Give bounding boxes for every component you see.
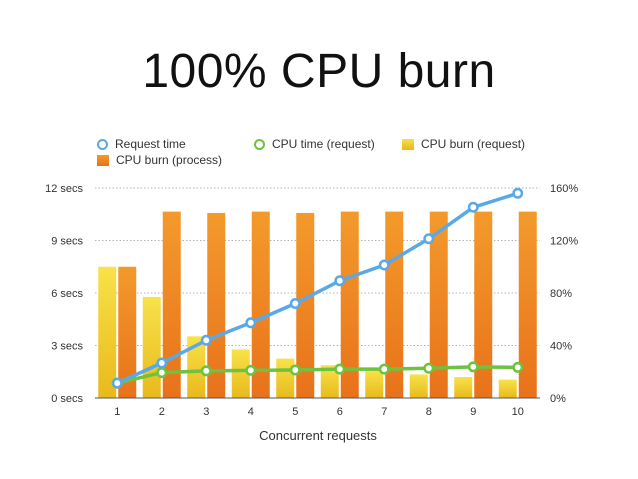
point-request-time [512,187,524,199]
point-cpu-time [156,367,168,379]
x-tick-label: 7 [381,406,387,418]
point-request-time [378,259,390,271]
bar-cpu-burn-request [187,336,206,398]
line-group [111,187,524,389]
y-right-tick-label: 40% [550,341,572,353]
point-request-time [467,201,479,213]
bar-cpu-burn-request [276,358,295,398]
bar-cpu-burn-process [474,211,493,398]
x-axis-label: Concurrent requests [259,428,377,443]
legend-swatch-cpu-burn-process [97,154,109,166]
point-cpu-time [512,361,524,373]
bar-cpu-burn-request [365,370,384,398]
bar-cpu-burn-request [320,365,339,398]
bar-cpu-burn-process [251,211,270,398]
x-tick-label: 2 [159,406,165,418]
x-tick-label: 4 [248,406,254,418]
y-left-tick-label: 0 secs [51,393,83,405]
legend-item-cpu-time: CPU time (request) [254,137,375,151]
bar-cpu-burn-request [454,377,473,398]
legend-swatch-request-time [97,138,108,150]
point-request-time [334,275,346,287]
bar-cpu-burn-process [429,211,448,398]
bar-cpu-burn-process [340,211,359,398]
x-tick-label: 5 [292,406,298,418]
legend-item-cpu-burn-process: CPU burn (process) [97,153,222,167]
point-request-time [111,377,123,389]
y-right-tick-label: 0% [550,393,566,405]
point-request-time [245,317,257,329]
line-request-time [115,191,520,385]
point-request-time [423,233,435,245]
y-left-tick-label: 3 secs [51,341,83,353]
x-tick-label: 10 [512,406,524,418]
bar-cpu-burn-request [498,379,517,398]
chart-legend: Request time CPU time (request) CPU burn… [97,137,557,173]
bar-cpu-burn-process [118,266,137,398]
point-request-time [200,334,212,346]
x-tick-label: 3 [203,406,209,418]
point-cpu-time [289,364,301,376]
bar-cpu-burn-process [207,212,226,398]
point-request-time [156,357,168,369]
y-right-tick-label: 80% [550,288,572,300]
y-left-tick-label: 9 secs [51,236,83,248]
point-cpu-time [378,363,390,375]
point-cpu-time [423,362,435,374]
bar-cpu-burn-process [296,212,315,398]
legend-label-request-time: Request time [115,137,186,151]
bar-group [98,211,537,398]
legend-label-cpu-time: CPU time (request) [272,137,375,151]
legend-item-cpu-burn-request: CPU burn (request) [402,137,525,151]
point-cpu-time [245,364,257,376]
bar-cpu-burn-request [409,374,428,398]
point-cpu-time [467,361,479,373]
point-request-time [289,298,301,309]
bar-cpu-burn-process [518,211,537,398]
legend-swatch-cpu-time [254,138,265,150]
chart-title: 100% CPU burn [142,45,496,98]
axis-labels: 0 secs 3 secs 6 secs 9 secs 12 secs 0% 40% 80% 1… [45,183,578,418]
point-cpu-time [334,363,346,375]
legend-label-cpu-burn-process: CPU burn (process) [116,153,223,167]
x-tick-label: 8 [426,406,432,418]
legend-swatch-cpu-burn-request [402,138,414,150]
x-tick-label: 1 [114,406,120,418]
bar-cpu-burn-request [142,296,161,398]
legend-item-request-time: Request time [97,137,186,151]
y-right-tick-label: 160% [550,183,578,195]
x-tick-label: 9 [470,406,476,418]
y-right-tick-label: 120% [550,236,578,248]
bar-cpu-burn-request [98,266,117,398]
bar-cpu-burn-request [231,349,250,398]
bar-cpu-burn-process [162,211,181,398]
y-left-tick-label: 6 secs [51,288,83,300]
point-cpu-time [200,365,212,377]
y-left-tick-label: 12 secs [45,183,83,195]
legend-label-cpu-burn-request: CPU burn (request) [421,137,526,151]
x-tick-label: 6 [337,406,343,418]
line-cpu-time [115,365,520,385]
